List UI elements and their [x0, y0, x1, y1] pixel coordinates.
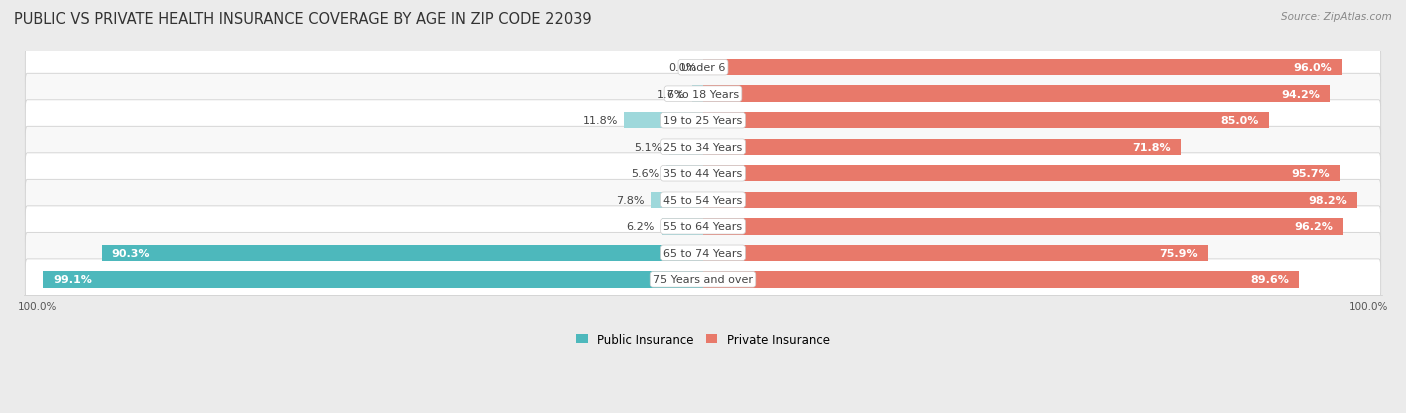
Bar: [703, 271, 1299, 288]
Text: 85.0%: 85.0%: [1220, 116, 1258, 126]
Bar: [703, 166, 1340, 182]
Legend: Public Insurance, Private Insurance: Public Insurance, Private Insurance: [571, 328, 835, 351]
Text: 25 to 34 Years: 25 to 34 Years: [664, 142, 742, 152]
Text: 6.2%: 6.2%: [627, 222, 655, 232]
Bar: [624, 113, 703, 129]
FancyBboxPatch shape: [25, 74, 1381, 115]
FancyBboxPatch shape: [25, 259, 1381, 300]
Bar: [703, 113, 1268, 129]
Text: 1.7%: 1.7%: [657, 90, 685, 100]
FancyBboxPatch shape: [25, 127, 1381, 168]
Bar: [662, 218, 703, 235]
Text: 45 to 54 Years: 45 to 54 Years: [664, 195, 742, 205]
Text: 65 to 74 Years: 65 to 74 Years: [664, 248, 742, 258]
Text: 0.0%: 0.0%: [668, 63, 696, 73]
Text: 96.2%: 96.2%: [1295, 222, 1333, 232]
Bar: [703, 218, 1343, 235]
Text: Under 6: Under 6: [681, 63, 725, 73]
Text: 11.8%: 11.8%: [582, 116, 617, 126]
Text: 71.8%: 71.8%: [1132, 142, 1171, 152]
Text: 94.2%: 94.2%: [1281, 90, 1320, 100]
Bar: [669, 139, 703, 156]
Bar: [703, 192, 1357, 209]
Text: 89.6%: 89.6%: [1250, 275, 1289, 285]
Text: 6 to 18 Years: 6 to 18 Years: [666, 90, 740, 100]
Text: 95.7%: 95.7%: [1292, 169, 1330, 179]
FancyBboxPatch shape: [25, 47, 1381, 88]
Text: 99.1%: 99.1%: [53, 275, 93, 285]
Bar: [703, 139, 1181, 156]
Text: 55 to 64 Years: 55 to 64 Years: [664, 222, 742, 232]
Bar: [703, 245, 1208, 261]
Text: 35 to 44 Years: 35 to 44 Years: [664, 169, 742, 179]
Text: 5.1%: 5.1%: [634, 142, 662, 152]
FancyBboxPatch shape: [25, 180, 1381, 221]
Bar: [703, 86, 1330, 103]
FancyBboxPatch shape: [25, 206, 1381, 247]
Text: 7.8%: 7.8%: [616, 195, 644, 205]
Text: 98.2%: 98.2%: [1308, 195, 1347, 205]
Text: 96.0%: 96.0%: [1294, 63, 1331, 73]
Text: 75 Years and over: 75 Years and over: [652, 275, 754, 285]
FancyBboxPatch shape: [25, 100, 1381, 141]
Text: 90.3%: 90.3%: [112, 248, 150, 258]
Text: 5.6%: 5.6%: [631, 169, 659, 179]
Text: 19 to 25 Years: 19 to 25 Years: [664, 116, 742, 126]
Bar: [692, 86, 703, 103]
Bar: [101, 245, 703, 261]
Text: Source: ZipAtlas.com: Source: ZipAtlas.com: [1281, 12, 1392, 22]
Bar: [665, 166, 703, 182]
Bar: [651, 192, 703, 209]
FancyBboxPatch shape: [25, 233, 1381, 273]
Bar: [703, 60, 1343, 76]
Text: 75.9%: 75.9%: [1160, 248, 1198, 258]
Text: PUBLIC VS PRIVATE HEALTH INSURANCE COVERAGE BY AGE IN ZIP CODE 22039: PUBLIC VS PRIVATE HEALTH INSURANCE COVER…: [14, 12, 592, 27]
FancyBboxPatch shape: [25, 154, 1381, 194]
Bar: [44, 271, 703, 288]
